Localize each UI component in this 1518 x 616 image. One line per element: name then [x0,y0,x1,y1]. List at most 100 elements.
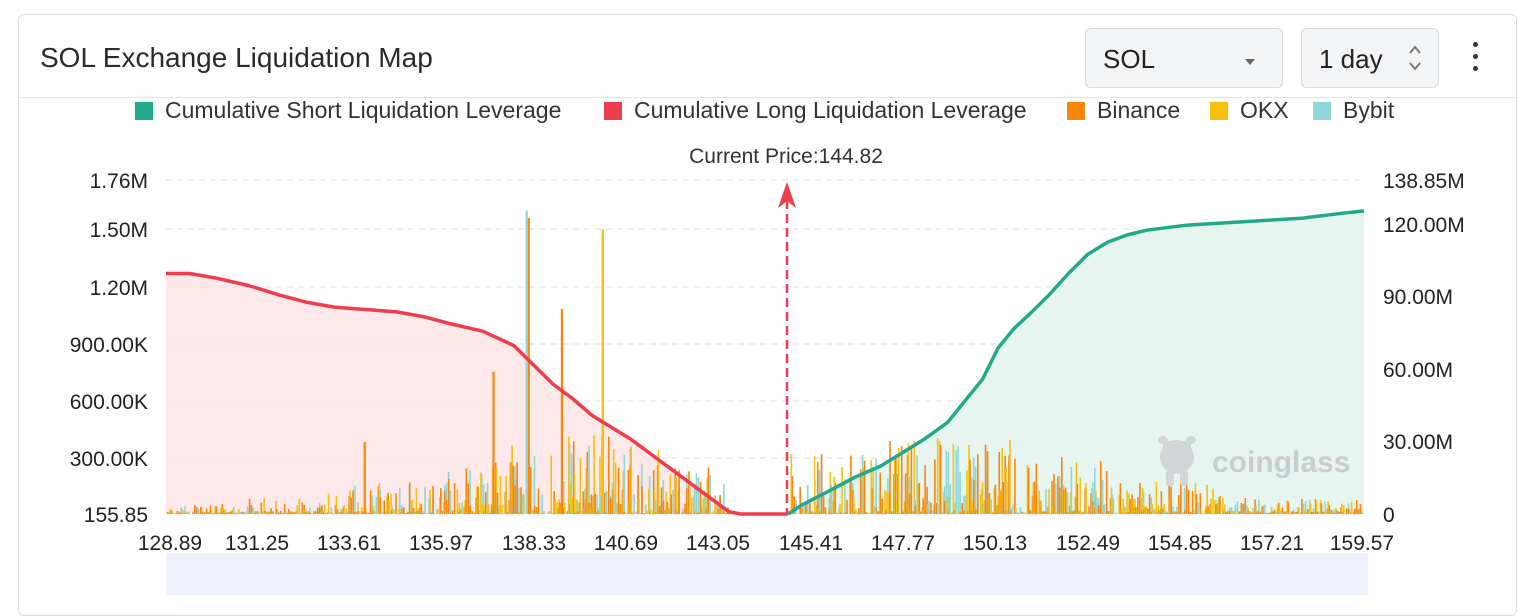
binance-bar [1228,510,1231,514]
legend-item-bybit[interactable]: Bybit [1313,97,1394,127]
bybit-bar [943,486,946,514]
okx-bar [858,509,861,514]
binance-bar [334,505,337,514]
bybit-bar [1055,483,1057,514]
okx-bar [977,512,980,514]
bybit-bar [1111,493,1114,514]
binance-bar [1328,505,1331,514]
okx-bar [993,487,996,514]
okx-bar [1169,499,1171,514]
period-select[interactable]: 1 day [1301,28,1439,88]
okx-bar [694,509,697,514]
chart-zoom-scrollbar[interactable] [166,553,1368,595]
okx-bar [400,512,402,514]
kebab-menu-icon[interactable] [1471,42,1479,76]
binance-bar [822,496,825,514]
binance-bar [1258,511,1260,514]
okx-bar [232,509,234,514]
binance-bar [559,503,561,514]
binance-bar [459,510,462,514]
okx-bar [216,512,219,514]
okx-bar [1087,512,1089,514]
binance-bar [1168,485,1170,514]
okx-bar [1255,506,1257,514]
okx-bar [501,505,504,514]
okx-bar [519,510,521,514]
okx-bar [895,502,898,514]
bybit-bar [549,511,551,514]
legend-label: Cumulative Long Liquidation Leverage [634,97,1027,123]
bybit-bar [803,504,805,514]
bybit-bar [1230,506,1233,514]
okx-bar [230,511,232,514]
legend-item-binance[interactable]: Binance [1067,97,1180,127]
binance-bar [574,512,577,514]
okx-bar [197,512,199,514]
bybit-bar [1045,488,1047,514]
binance-bar [844,512,846,514]
bybit-bar [211,513,214,514]
binance-bar [395,493,397,514]
binance-bar [1059,487,1061,514]
okx-bar [417,513,420,514]
bybit-bar [1246,505,1248,514]
bybit-bar [990,499,993,514]
coin-select[interactable]: SOL [1085,28,1283,88]
okx-bar [587,471,589,514]
legend-item-short[interactable]: Cumulative Short Liquidation Leverage [135,97,561,127]
okx-bar [681,512,683,514]
binance-bar [893,474,895,514]
okx-bar [1040,500,1042,514]
binance-bar [992,512,995,514]
right-axis-tick-label: 120.00M [1383,214,1465,237]
bybit-bar [937,504,940,514]
bybit-bar [1256,510,1258,514]
binance-bar [809,502,811,514]
okx-bar [480,472,482,514]
bybit-bar [709,475,711,514]
okx-bar [1241,512,1244,514]
bybit-bar [721,505,723,514]
okx-bar [726,511,728,514]
binance-bar [910,449,913,514]
okx-bar [983,500,986,514]
binance-bar [231,510,233,514]
binance-bar [1156,512,1159,514]
binance-bar [186,512,188,514]
binance-bar [1209,504,1211,514]
binance-bar [1107,511,1110,514]
okx-bar [398,509,400,514]
binance-bar [420,504,423,514]
binance-bar [307,512,309,514]
legend-item-okx[interactable]: OKX [1210,97,1289,127]
bybit-bar [838,507,840,514]
binance-bar [205,508,208,514]
okx-bar [915,512,918,514]
okx-bar [185,512,187,514]
okx-bar [819,511,822,514]
bybit-bar [697,477,700,514]
binance-bar [1170,486,1172,514]
okx-bar [675,476,677,514]
okx-bar [835,513,837,514]
okx-bar [239,513,242,514]
legend-item-long[interactable]: Cumulative Long Liquidation Leverage [604,97,1027,127]
okx-bar [1214,500,1216,514]
binance-bar [1246,512,1249,514]
binance-bar [553,491,555,514]
binance-bar [971,511,973,514]
okx-bar [942,492,945,514]
okx-bar [677,490,679,514]
okx-bar [999,490,1001,514]
okx-bar [298,498,301,514]
okx-bar [323,504,326,514]
okx-bar [1261,507,1263,514]
okx-bar [1181,512,1183,514]
bybit-bar [570,453,573,514]
okx-bar [1085,483,1087,514]
binance-bar [354,511,356,514]
binance-bar [1010,511,1012,514]
okx-bar [403,513,406,514]
okx-bar [989,499,992,514]
x-axis-tick-label: 147.77 [871,532,935,555]
